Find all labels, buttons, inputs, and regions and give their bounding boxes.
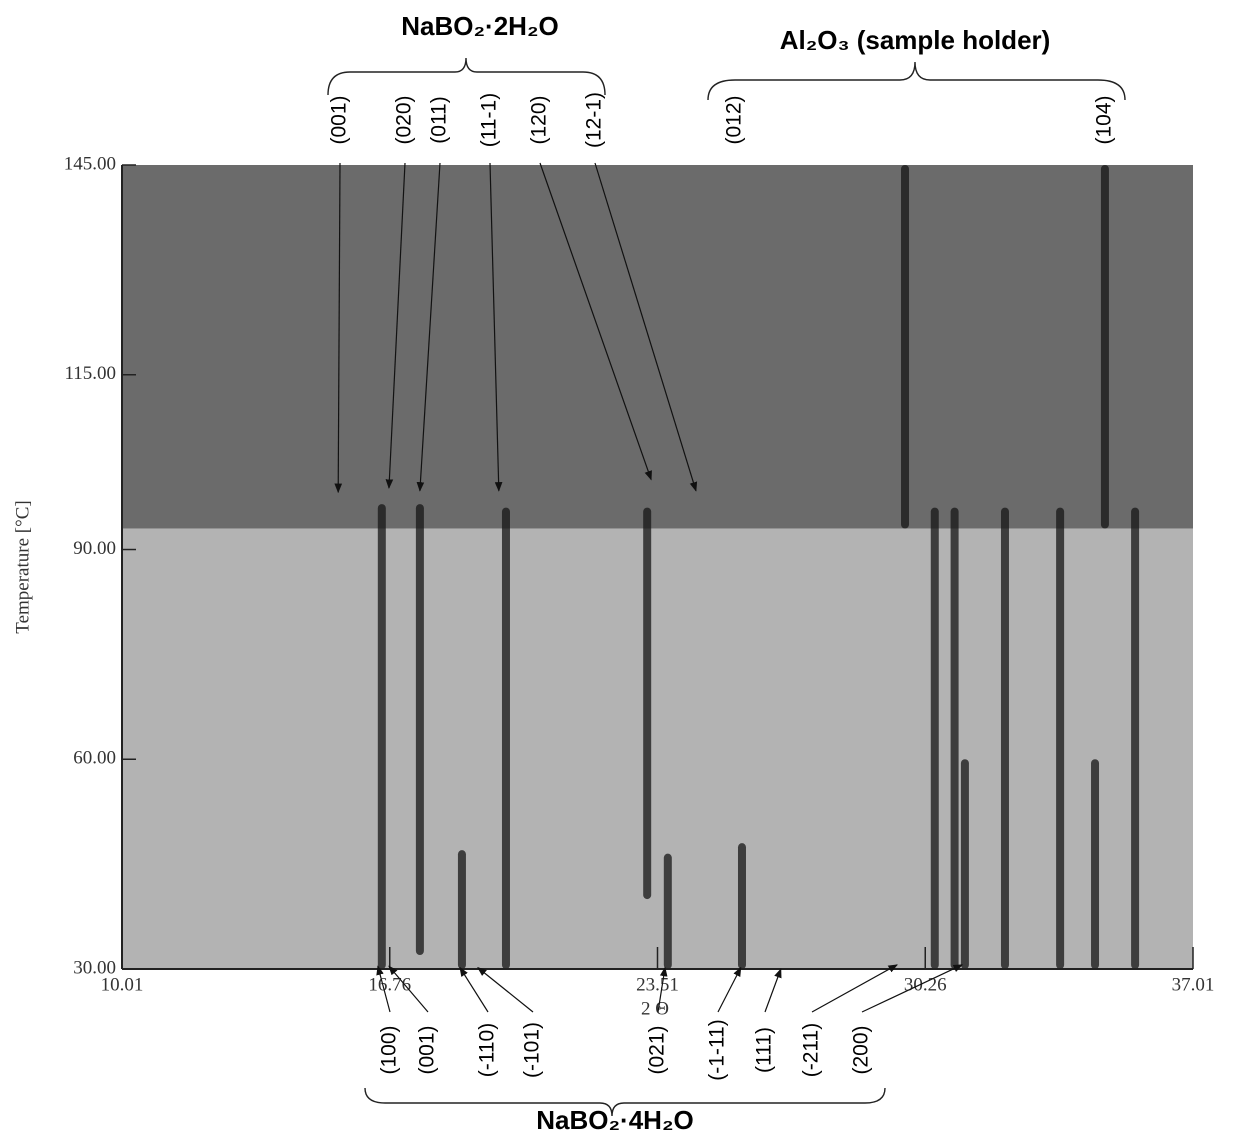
peak-arrow: [459, 966, 489, 1013]
peak-label: (11-1): [478, 93, 501, 147]
group-label: Al₂O₃ (sample holder): [780, 25, 1051, 55]
lower-region: [122, 528, 1193, 969]
peak-label: (021): [646, 1025, 669, 1074]
diffraction-band: [377, 504, 386, 969]
diffraction-band: [1131, 507, 1140, 969]
y-tick-label: 90.00: [73, 538, 116, 559]
peak-arrow: [388, 965, 429, 1013]
diffraction-band: [950, 507, 959, 969]
y-tick-label: 115.00: [64, 363, 116, 384]
diffraction-band: [930, 507, 939, 969]
peak-arrow: [334, 162, 343, 494]
peak-label: (100): [378, 1025, 401, 1074]
peak-arrow: [416, 162, 441, 492]
diffraction-band: [960, 759, 969, 969]
y-axis-label: Temperature [°C]: [12, 500, 33, 633]
peak-label: (111): [753, 1027, 776, 1073]
x-axis-label: 2 Θ: [641, 998, 669, 1019]
group-label: NaBO₂·2H₂O: [401, 11, 558, 41]
peak-label: (12-1): [583, 92, 606, 148]
peak-label: (-1-11): [706, 1019, 729, 1080]
diffraction-band: [1091, 759, 1100, 969]
peak-label: (001): [328, 95, 351, 144]
peak-arrow: [717, 966, 742, 1013]
upper-region: [122, 165, 1193, 529]
x-tick-label: 10.01: [101, 974, 144, 995]
diffraction-band: [1100, 165, 1109, 529]
y-tick-label: 30.00: [73, 957, 116, 978]
peak-arrow: [489, 162, 503, 492]
peak-label: (020): [393, 95, 416, 144]
peak-arrow: [594, 162, 698, 492]
diffraction-band: [457, 850, 466, 969]
peak-arrow: [764, 968, 782, 1013]
y-tick-label: 60.00: [73, 748, 116, 769]
diffraction-band: [1000, 507, 1009, 969]
diffraction-band: [643, 507, 652, 900]
brace: [364, 1087, 886, 1117]
peak-label: (-101): [521, 1022, 544, 1078]
peak-label: (011): [428, 96, 451, 143]
group-label: NaBO₂·4H₂O: [536, 1105, 693, 1135]
diffraction-band: [901, 165, 910, 529]
peak-arrow: [861, 964, 964, 1013]
peak-arrow: [811, 964, 898, 1013]
peak-label: (120): [528, 95, 551, 144]
peak-label: (012): [723, 95, 746, 144]
peak-arrow: [477, 967, 534, 1013]
peak-arrow: [539, 162, 652, 481]
peak-arrow: [657, 966, 668, 1013]
peak-label: (001): [416, 1025, 439, 1074]
diffraction-band: [415, 504, 424, 956]
peak-label: (-211): [800, 1023, 823, 1077]
peak-label: (200): [850, 1025, 873, 1074]
diffraction-band: [737, 843, 746, 969]
brace: [707, 61, 1126, 101]
x-tick-label: 37.01: [1172, 974, 1215, 995]
peak-label: (-110): [476, 1023, 499, 1077]
peak-label: (104): [1093, 95, 1116, 144]
brace: [327, 57, 606, 96]
x-tick-label: 23.51: [636, 974, 679, 995]
x-tick-label: 30.26: [904, 974, 947, 995]
peak-arrow: [385, 162, 406, 489]
diffraction-band: [663, 853, 672, 969]
peak-arrow: [376, 965, 391, 1013]
plot-area: [122, 165, 1193, 969]
diffraction-band: [501, 507, 510, 969]
y-tick-label: 145.00: [64, 153, 116, 174]
diffraction-band: [1056, 507, 1065, 969]
